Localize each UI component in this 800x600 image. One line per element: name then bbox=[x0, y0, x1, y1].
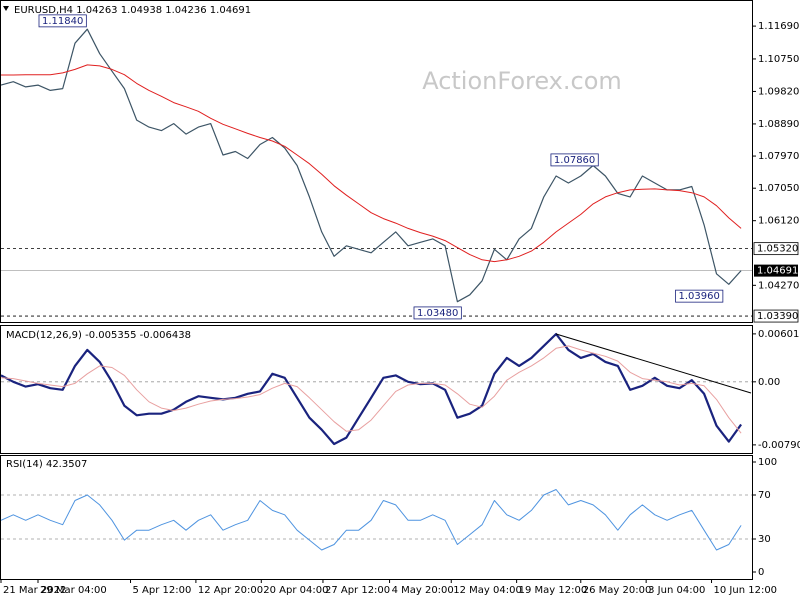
y-tick-label: 1.11690 bbox=[758, 21, 799, 32]
x-tick-label: 27 Apr 12:00 bbox=[325, 585, 390, 596]
x-tick-label: 21 Mar 2022 bbox=[3, 585, 66, 596]
macd-pane bbox=[0, 325, 753, 454]
y-tick-label: 100 bbox=[758, 457, 777, 468]
x-tick-label: 10 Jun 12:00 bbox=[714, 585, 778, 596]
y-tick-label: 1.08890 bbox=[758, 119, 799, 130]
annotation-label: 1.11840 bbox=[42, 16, 83, 27]
rsi-pane bbox=[0, 455, 753, 580]
series-line bbox=[0, 345, 742, 434]
level-label: 1.03390 bbox=[757, 311, 798, 322]
x-tick-label: 29 Mar 04:00 bbox=[40, 585, 107, 596]
x-tick-label: 19 May 12:00 bbox=[519, 585, 588, 596]
y-tick-label: 0.006012 bbox=[758, 329, 800, 340]
y-tick-label: 1.10750 bbox=[758, 54, 799, 65]
y-tick-label: -0.007907 bbox=[758, 440, 800, 451]
level-label-box bbox=[753, 309, 799, 323]
pane-title: RSI(14) 42.3507 bbox=[6, 459, 87, 470]
y-tick-label: 1.04270 bbox=[758, 280, 799, 291]
price-pane bbox=[0, 0, 753, 323]
pane-title: MACD(12,26,9) -0.005355 -0.006438 bbox=[6, 330, 191, 341]
level-label-box bbox=[753, 242, 799, 256]
x-tick-label: 26 May 20:00 bbox=[583, 585, 652, 596]
x-tick-label: 3 Jun 04:00 bbox=[648, 585, 705, 596]
annotation-box bbox=[550, 153, 599, 167]
y-tick-label: 1.07050 bbox=[758, 183, 799, 194]
annotation-label: 1.07860 bbox=[554, 155, 595, 166]
x-tick-label: 4 May 20:00 bbox=[392, 585, 454, 596]
series-line bbox=[1, 64, 742, 263]
y-tick-label: 1.07970 bbox=[758, 151, 799, 162]
current-price-label: 1.04691 bbox=[757, 266, 798, 277]
annotation-box bbox=[413, 306, 462, 320]
series-line bbox=[0, 489, 742, 551]
current-price-box bbox=[754, 264, 798, 277]
x-tick-label: 12 May 04:00 bbox=[453, 585, 522, 596]
annotation-label: 1.03960 bbox=[679, 291, 720, 302]
series-line bbox=[0, 332, 742, 446]
pane-title: EURUSD,H4 1.04263 1.04938 1.04236 1.0469… bbox=[14, 5, 251, 16]
annotation-box bbox=[675, 289, 724, 303]
annotation-box bbox=[38, 14, 87, 28]
annotation-label: 1.03480 bbox=[417, 308, 458, 319]
collapse-arrow bbox=[3, 6, 9, 11]
y-tick-label: 70 bbox=[758, 490, 771, 501]
level-label: 1.05320 bbox=[757, 244, 798, 255]
series-line bbox=[0, 28, 742, 303]
x-tick-label: 20 Apr 04:00 bbox=[263, 585, 328, 596]
y-tick-label: 1.09820 bbox=[758, 86, 799, 97]
y-tick-label: 30 bbox=[758, 534, 771, 545]
x-tick-label: 12 Apr 20:00 bbox=[198, 585, 263, 596]
trendline bbox=[555, 333, 752, 394]
y-tick-label: 0 bbox=[758, 567, 764, 578]
watermark: ActionForex.com bbox=[422, 67, 622, 95]
x-tick-label: 5 Apr 12:00 bbox=[133, 585, 192, 596]
y-tick-label: 0.00 bbox=[758, 377, 780, 388]
y-tick-label: 1.06120 bbox=[758, 216, 799, 227]
